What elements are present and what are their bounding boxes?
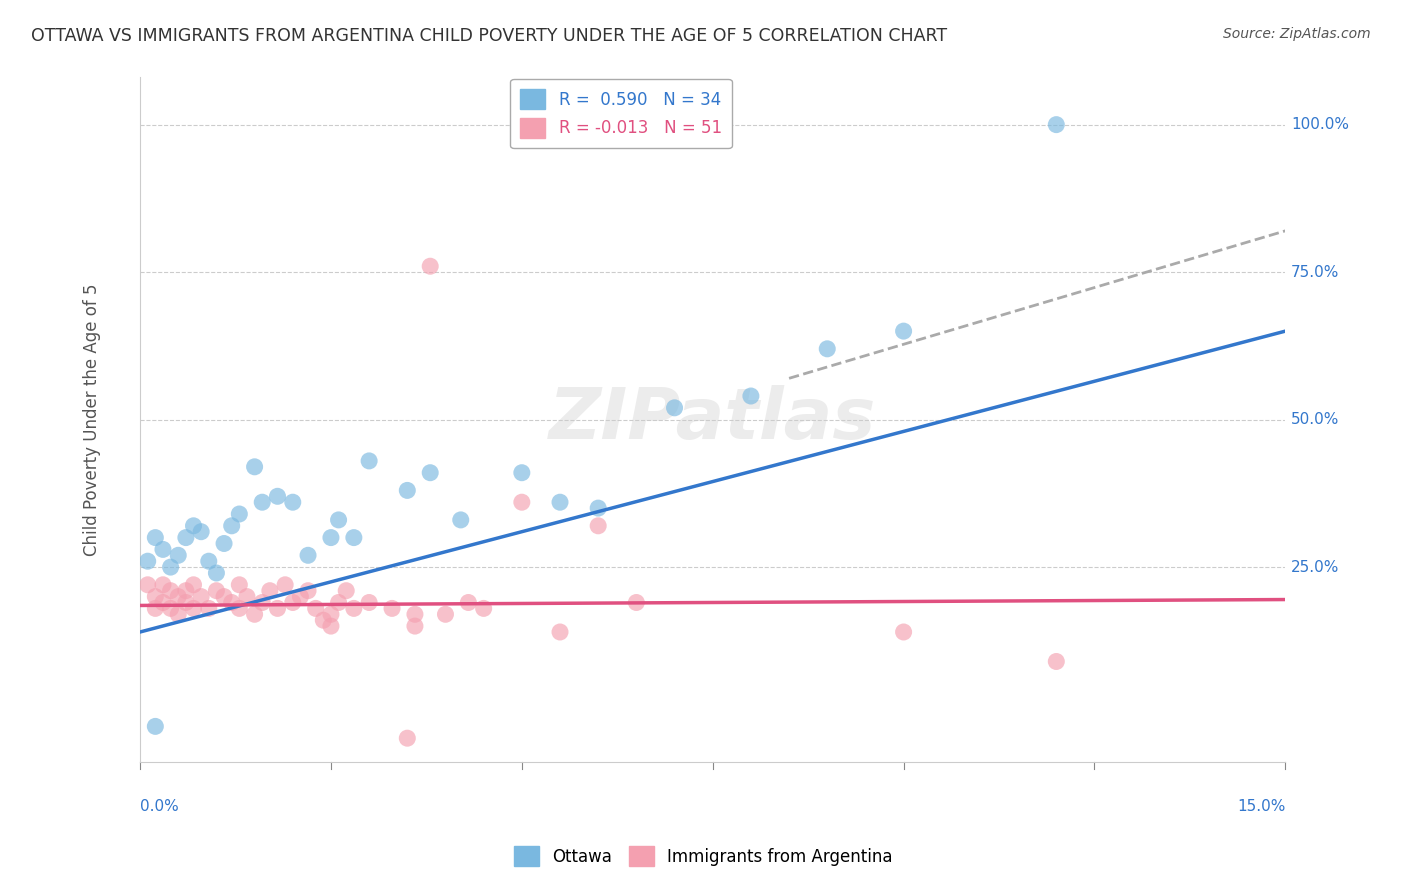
Point: [252, 495, 274, 509]
Point: [205, 566, 228, 580]
Text: OTTAWA VS IMMIGRANTS FROM ARGENTINA CHILD POVERTY UNDER THE AGE OF 5 CORRELATION: OTTAWA VS IMMIGRANTS FROM ARGENTINA CHIL…: [31, 27, 948, 45]
Point: [319, 531, 342, 545]
Point: [586, 518, 609, 533]
Point: [457, 595, 479, 609]
Point: [152, 578, 174, 592]
Point: [328, 595, 350, 609]
Point: [167, 549, 190, 563]
Point: [183, 578, 205, 592]
Point: [1045, 118, 1067, 132]
Point: [297, 549, 319, 563]
Text: Source: ZipAtlas.com: Source: ZipAtlas.com: [1223, 27, 1371, 41]
Point: [548, 495, 571, 509]
Text: 0.0%: 0.0%: [141, 799, 179, 814]
Point: [143, 601, 166, 615]
Point: [312, 613, 335, 627]
Point: [174, 595, 197, 609]
Point: [419, 466, 441, 480]
Point: [212, 536, 235, 550]
Point: [472, 601, 495, 615]
Point: [136, 554, 159, 568]
Point: [212, 590, 235, 604]
Point: [319, 607, 342, 622]
Point: [419, 259, 441, 273]
Point: [290, 590, 312, 604]
Point: [626, 595, 648, 609]
Point: [396, 483, 419, 498]
Point: [328, 513, 350, 527]
Point: [159, 583, 181, 598]
Point: [343, 601, 366, 615]
Point: [274, 578, 297, 592]
Point: [266, 489, 288, 503]
Point: [893, 625, 915, 640]
Point: [243, 459, 266, 474]
Point: [319, 619, 342, 633]
Point: [197, 601, 219, 615]
Point: [136, 578, 159, 592]
Point: [167, 590, 190, 604]
Point: [228, 601, 250, 615]
Point: [190, 590, 212, 604]
Point: [740, 389, 762, 403]
Point: [359, 454, 381, 468]
Point: [197, 554, 219, 568]
Point: [381, 601, 404, 615]
Point: [305, 601, 328, 615]
Point: [221, 595, 243, 609]
Point: [190, 524, 212, 539]
Point: [359, 595, 381, 609]
Text: ZIPatlas: ZIPatlas: [548, 385, 876, 454]
Point: [297, 583, 319, 598]
Point: [143, 719, 166, 733]
Point: [152, 542, 174, 557]
Point: [159, 560, 181, 574]
Point: [396, 731, 419, 746]
Point: [281, 595, 304, 609]
Point: [183, 518, 205, 533]
Point: [159, 601, 181, 615]
Legend: R =  0.590   N = 34, R = -0.013   N = 51: R = 0.590 N = 34, R = -0.013 N = 51: [510, 78, 733, 148]
Text: 50.0%: 50.0%: [1291, 412, 1340, 427]
Point: [152, 595, 174, 609]
Point: [266, 601, 288, 615]
Point: [434, 607, 457, 622]
Point: [236, 590, 259, 604]
Point: [450, 513, 472, 527]
Point: [335, 583, 357, 598]
Point: [343, 531, 366, 545]
Point: [510, 466, 533, 480]
Point: [243, 607, 266, 622]
Point: [259, 583, 281, 598]
Point: [252, 595, 274, 609]
Point: [510, 495, 533, 509]
Point: [404, 607, 426, 622]
Point: [586, 501, 609, 516]
Text: 15.0%: 15.0%: [1237, 799, 1285, 814]
Point: [205, 583, 228, 598]
Point: [281, 495, 304, 509]
Text: 75.0%: 75.0%: [1291, 265, 1340, 279]
Point: [174, 531, 197, 545]
Point: [174, 583, 197, 598]
Text: 100.0%: 100.0%: [1291, 117, 1350, 132]
Point: [228, 578, 250, 592]
Point: [664, 401, 686, 415]
Point: [167, 607, 190, 622]
Text: Child Poverty Under the Age of 5: Child Poverty Under the Age of 5: [83, 284, 101, 556]
Point: [1045, 655, 1067, 669]
Point: [228, 507, 250, 521]
Point: [404, 619, 426, 633]
Point: [548, 625, 571, 640]
Point: [183, 601, 205, 615]
Point: [143, 531, 166, 545]
Legend: Ottawa, Immigrants from Argentina: Ottawa, Immigrants from Argentina: [508, 839, 898, 873]
Text: 25.0%: 25.0%: [1291, 559, 1340, 574]
Point: [143, 590, 166, 604]
Point: [815, 342, 838, 356]
Point: [221, 518, 243, 533]
Point: [893, 324, 915, 338]
